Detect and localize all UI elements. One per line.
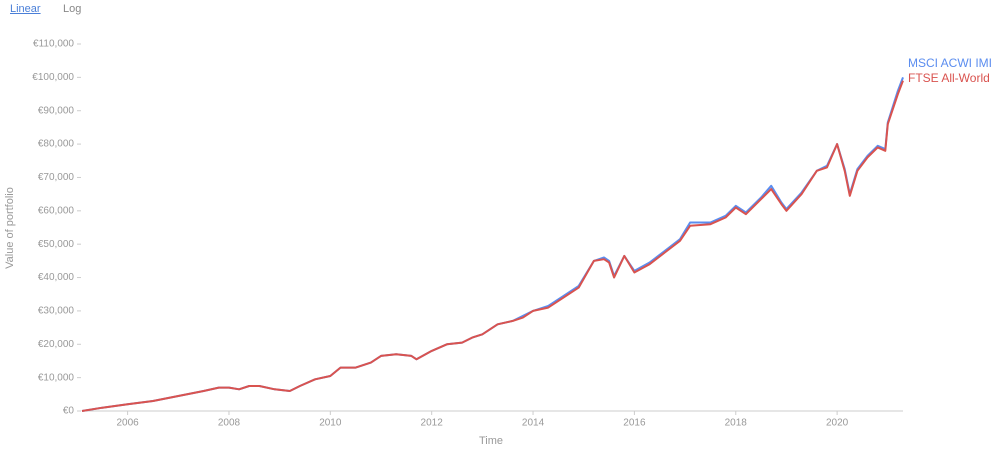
legend-label: FTSE All-World <box>908 71 990 85</box>
y-tick-label: €70,000 <box>38 172 75 183</box>
x-tick-label: 2006 <box>116 418 139 429</box>
x-tick-label: 2020 <box>826 418 849 429</box>
y-tick-label: €90,000 <box>38 105 75 116</box>
x-tick-label: 2016 <box>623 418 646 429</box>
x-tick-label: 2012 <box>421 418 444 429</box>
y-tick-label: €50,000 <box>38 239 75 250</box>
log-toggle[interactable]: Log <box>63 3 82 15</box>
y-tick-label: €30,000 <box>38 306 75 317</box>
series-line <box>81 80 904 412</box>
x-tick-label: 2014 <box>522 418 545 429</box>
x-tick-label: 2018 <box>725 418 748 429</box>
y-tick-label: €40,000 <box>38 272 75 283</box>
y-tick-label: €0 <box>63 406 75 417</box>
x-axis-label: Time <box>479 435 503 447</box>
x-tick-label: 2010 <box>319 418 342 429</box>
y-tick-label: €100,000 <box>32 72 74 83</box>
y-tick-label: €60,000 <box>38 205 75 216</box>
legend-label: MSCI ACWI IMI <box>908 56 992 70</box>
y-tick-label: €110,000 <box>33 39 74 50</box>
y-axis-label: Value of portfolio <box>4 187 16 269</box>
y-tick-label: €20,000 <box>38 339 75 350</box>
x-tick-label: 2008 <box>218 418 241 429</box>
series-line <box>81 77 904 412</box>
y-tick-label: €10,000 <box>38 372 75 383</box>
y-tick-label: €80,000 <box>38 139 75 150</box>
linear-toggle[interactable]: Linear <box>10 3 41 15</box>
